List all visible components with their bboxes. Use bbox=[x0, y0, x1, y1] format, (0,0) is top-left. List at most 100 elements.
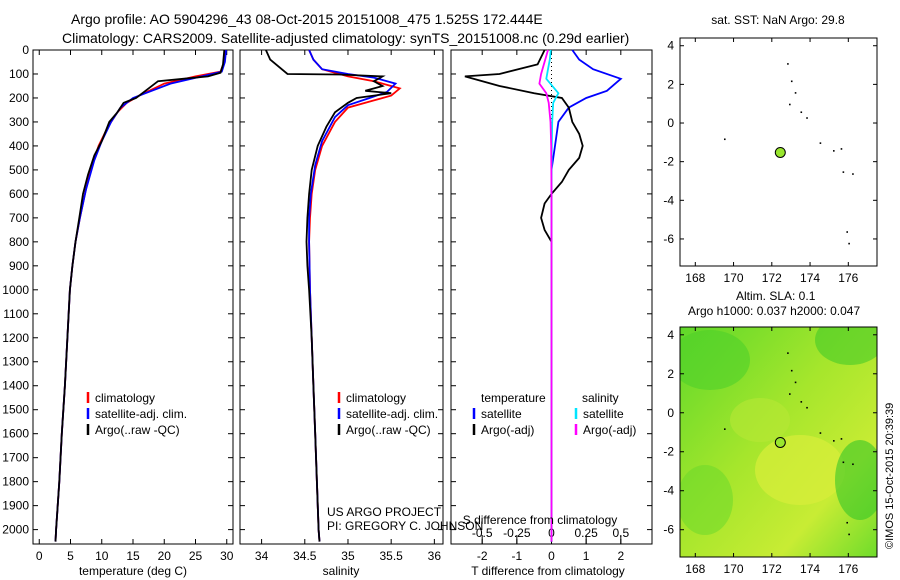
island-speck bbox=[833, 440, 835, 442]
x-tick-label: 1 bbox=[583, 549, 590, 563]
legend-label: satellite bbox=[583, 407, 624, 421]
island-speck bbox=[790, 369, 793, 372]
sla-map: 168 170 172 174 176 -6 -4 -2 0 2 4 bbox=[663, 327, 877, 576]
x-tick-label: 35 bbox=[341, 549, 355, 563]
series-line-satellite-adj-clim- bbox=[308, 49, 398, 542]
legend-label: satellite-adj. clim. bbox=[95, 407, 187, 421]
map-x-tick-label: 170 bbox=[724, 271, 744, 285]
map-x-tick-label: 172 bbox=[762, 562, 782, 576]
y-tick-label: 100 bbox=[9, 67, 29, 81]
island-speck bbox=[840, 438, 843, 440]
map-y-tick-label: 4 bbox=[667, 39, 674, 53]
map-x-tick-label: 170 bbox=[724, 562, 744, 576]
y-tick-label: 1600 bbox=[2, 427, 29, 441]
argo-float-marker bbox=[774, 146, 786, 158]
map-y-tick-label: -6 bbox=[663, 232, 674, 246]
island-speck bbox=[819, 142, 822, 144]
y-tick-label: 900 bbox=[9, 259, 29, 273]
sla-patch bbox=[680, 465, 733, 535]
temperature-xlabel: temperature (deg C) bbox=[79, 564, 187, 578]
salinity-xlabel: salinity bbox=[323, 564, 360, 578]
sla-patch bbox=[815, 327, 877, 365]
island-speck bbox=[794, 381, 797, 384]
island-speck bbox=[842, 461, 845, 464]
y-tick-label: 600 bbox=[9, 187, 29, 201]
y-tick-label: 300 bbox=[9, 115, 29, 129]
pi-label: PI: GREGORY C. JOHNSON bbox=[327, 519, 483, 533]
legend-title-temperature: temperature bbox=[481, 391, 546, 405]
y-tick-label: 1200 bbox=[2, 331, 29, 345]
x-tick-label: 15 bbox=[126, 549, 140, 563]
x-tick-label: 36 bbox=[428, 549, 442, 563]
island-speck bbox=[800, 111, 803, 114]
island-speck bbox=[789, 103, 791, 106]
y-tick-label: 1400 bbox=[2, 379, 29, 393]
island-speck bbox=[846, 521, 848, 524]
map-x-tick-label: 168 bbox=[685, 271, 705, 285]
sla-patch bbox=[680, 330, 750, 390]
map-y-tick-label: -2 bbox=[663, 445, 674, 459]
series-line-argo-raw-qc- bbox=[54, 49, 226, 542]
sst-map-title: sat. SST: NaN Argo: 29.8 bbox=[711, 13, 845, 27]
series-line-climatology bbox=[308, 49, 402, 542]
y-tick-label: 700 bbox=[9, 211, 29, 225]
map-y-tick-label: -4 bbox=[663, 193, 674, 207]
island-speck bbox=[852, 463, 854, 466]
island-speck bbox=[794, 92, 797, 94]
y-tick-label: 0 bbox=[22, 43, 29, 57]
y-tick-label: 1900 bbox=[2, 499, 29, 513]
x-tick-label: 34.5 bbox=[293, 549, 317, 563]
x-tick-label: 2 bbox=[617, 549, 624, 563]
series-line-t-satellite bbox=[550, 49, 623, 542]
y-tick-label: 2000 bbox=[2, 523, 29, 537]
series-line-satellite-adj-clim- bbox=[54, 49, 227, 542]
project-label: US ARGO PROJECT bbox=[327, 505, 442, 519]
map-x-tick-label: 176 bbox=[838, 562, 858, 576]
sla-patch bbox=[730, 398, 790, 442]
legend-label: satellite-adj. clim. bbox=[346, 407, 438, 421]
x-tick-label: 0 bbox=[548, 549, 555, 563]
temperature-plot-frame bbox=[32, 49, 234, 545]
x-tick-label: 34 bbox=[255, 549, 269, 563]
x-tick-label: -1 bbox=[512, 549, 523, 563]
map-y-tick-label: 4 bbox=[667, 328, 674, 342]
x-tick-label: 35.5 bbox=[379, 549, 403, 563]
argo-float-marker bbox=[774, 436, 786, 448]
map-y-tick-label: 0 bbox=[667, 406, 674, 420]
legend-label: climatology bbox=[95, 391, 155, 405]
x-tick-label: 30 bbox=[220, 549, 234, 563]
series-line-climatology bbox=[54, 49, 227, 542]
y-tick-label: 1300 bbox=[2, 355, 29, 369]
sla-map-frame bbox=[679, 326, 878, 558]
island-speck bbox=[840, 148, 843, 150]
legend-label: Argo(..raw -QC) bbox=[95, 423, 180, 437]
y-tick-label: 800 bbox=[9, 235, 29, 249]
legend-label: climatology bbox=[346, 391, 406, 405]
x-tick-label: 0 bbox=[36, 549, 43, 563]
difference-top-label: S difference from climatology bbox=[463, 513, 618, 527]
legend-label: Argo(..raw -QC) bbox=[346, 423, 431, 437]
island-speck bbox=[842, 171, 845, 173]
sst-map: 168 170 172 174 176 -6 -4 -2 0 2 4 bbox=[663, 38, 877, 285]
top-tick-label: 0.25 bbox=[574, 526, 598, 540]
map-y-tick-label: 2 bbox=[667, 367, 674, 381]
legend-label: satellite bbox=[481, 407, 522, 421]
sla-map-title-line2: Argo h1000: 0.037 h2000: 0.047 bbox=[688, 304, 860, 318]
map-x-tick-label: 174 bbox=[800, 271, 820, 285]
top-tick-label: -0.25 bbox=[503, 526, 531, 540]
figure-title-line1: Argo profile: AO 5904296_43 08-Oct-2015 … bbox=[71, 11, 543, 27]
map-y-tick-label: 0 bbox=[667, 116, 674, 130]
sla-patch bbox=[755, 435, 845, 505]
map-x-tick-label: 168 bbox=[685, 562, 705, 576]
map-y-tick-label: -2 bbox=[663, 155, 674, 169]
x-tick-label: -2 bbox=[477, 549, 488, 563]
y-tick-label: 500 bbox=[9, 163, 29, 177]
sla-patch bbox=[835, 440, 877, 520]
island-speck bbox=[852, 173, 854, 175]
imos-watermark: ©IMOS 15-Oct-2015 20:39:39 bbox=[884, 403, 896, 549]
island-speck bbox=[789, 393, 791, 395]
legend-label: Argo(-adj) bbox=[583, 423, 636, 437]
difference-xlabel: T difference from climatology bbox=[471, 564, 625, 578]
top-tick-label: -0.5 bbox=[472, 526, 493, 540]
